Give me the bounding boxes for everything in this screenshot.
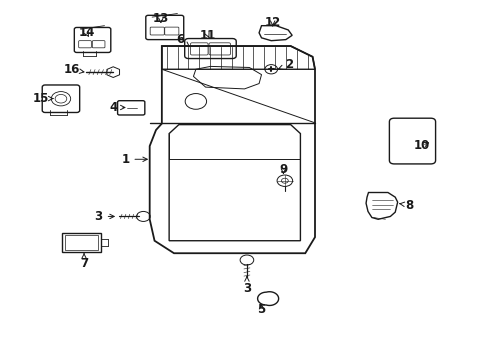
- Text: 5: 5: [257, 303, 265, 316]
- Text: 9: 9: [279, 163, 287, 176]
- Text: 4: 4: [109, 101, 124, 114]
- Text: 8: 8: [399, 198, 413, 212]
- Text: 3: 3: [94, 210, 114, 223]
- Text: 1: 1: [121, 153, 147, 166]
- Text: 16: 16: [63, 63, 84, 76]
- Text: 7: 7: [80, 254, 88, 270]
- Text: 10: 10: [413, 139, 429, 152]
- Text: 12: 12: [264, 16, 280, 29]
- Text: 6: 6: [176, 33, 189, 47]
- Text: 3: 3: [243, 276, 250, 296]
- Text: 15: 15: [33, 92, 53, 105]
- Text: 14: 14: [78, 26, 95, 39]
- Text: 13: 13: [152, 12, 169, 25]
- Text: 11: 11: [200, 29, 216, 42]
- Text: 2: 2: [278, 58, 293, 72]
